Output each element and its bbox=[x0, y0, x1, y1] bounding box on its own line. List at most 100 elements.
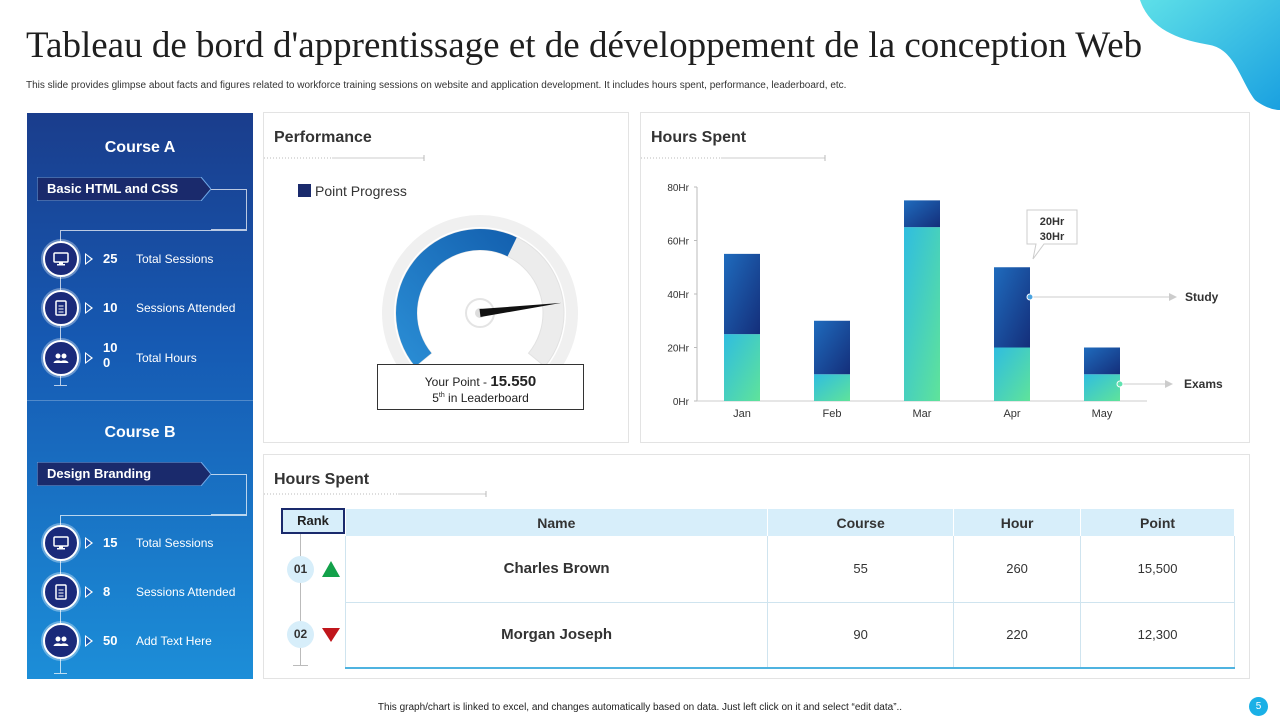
cell-hour: 260 bbox=[953, 536, 1082, 603]
course-panel: Course A Basic HTML and CSS 25 Total Ses… bbox=[27, 113, 253, 679]
y-tick-label: 80Hr bbox=[667, 183, 689, 194]
page-number: 5 bbox=[1249, 697, 1268, 716]
page-subtitle: This slide provides glimpse about facts … bbox=[26, 80, 847, 91]
x-tick-label: May bbox=[1092, 408, 1113, 420]
performance-gauge bbox=[382, 215, 578, 368]
leaderboard-table: Name Course Hour Point Charles Brown 55 … bbox=[344, 509, 1235, 669]
y-tick-label: 60Hr bbox=[667, 237, 689, 248]
exams-pointer-dot bbox=[1116, 380, 1124, 388]
column-header-course: Course bbox=[767, 509, 955, 536]
course-divider bbox=[27, 400, 253, 401]
stat-value: 10 bbox=[103, 300, 118, 315]
stat-value: 25 bbox=[103, 251, 118, 266]
timeline-end bbox=[54, 385, 67, 386]
table-row: Charles Brown 55 260 15,500 bbox=[344, 536, 1235, 603]
play-arrow-icon bbox=[85, 352, 93, 364]
gauge-progress-fill bbox=[395, 228, 517, 367]
your-point-value: 15.550 bbox=[490, 373, 537, 390]
legend-label: Point Progress bbox=[315, 183, 407, 199]
callout-box bbox=[1026, 209, 1078, 260]
bar-study-feb bbox=[814, 320, 850, 375]
cell-hour: 220 bbox=[953, 602, 1082, 669]
course-a-connector bbox=[211, 189, 247, 230]
hours-chart-card: Hours Spent 0Hr 20Hr 40Hr 60Hr 80Hr Jan Feb Ma… bbox=[640, 112, 1250, 443]
exams-pointer-arrow bbox=[1165, 380, 1173, 388]
callout-line-1: 20Hr bbox=[1040, 216, 1065, 228]
course-a-ribbon bbox=[37, 177, 211, 201]
score-box: Your Point - 15.550 5th in Leaderboard bbox=[377, 364, 584, 410]
your-point-label: Your Point - bbox=[424, 375, 491, 389]
bar-study-mar bbox=[904, 200, 940, 228]
gauge-outer-ring bbox=[382, 215, 578, 368]
y-tick-label: 0Hr bbox=[673, 397, 690, 408]
y-tick-label: 20Hr bbox=[667, 344, 689, 355]
hours-bar-chart: 0Hr 20Hr 40Hr 60Hr 80Hr Jan Feb Mar Apr May 20Hr… bbox=[667, 183, 1223, 420]
stat-label: Sessions Attended bbox=[136, 301, 236, 315]
stat-label: Sessions Attended bbox=[136, 585, 236, 599]
rank-text: in Leaderboard bbox=[444, 391, 529, 405]
course-a-section: Course A Basic HTML and CSS 25 Total Ses… bbox=[27, 113, 253, 400]
stat-label: Total Sessions bbox=[136, 252, 214, 266]
title-underline bbox=[264, 491, 487, 497]
decorative-blob bbox=[1140, 0, 1280, 110]
table-row: Morgan Joseph 90 220 12,300 bbox=[344, 602, 1235, 669]
rank-header: Rank bbox=[281, 508, 345, 534]
course-b-connector bbox=[211, 474, 247, 515]
users-icon bbox=[43, 340, 79, 376]
stat-label: Add Text Here bbox=[136, 634, 212, 648]
bar-exams-jan bbox=[724, 334, 760, 401]
trend-down-icon bbox=[322, 628, 340, 642]
x-tick-label: Mar bbox=[913, 408, 932, 420]
title-underline bbox=[264, 155, 425, 161]
legend-swatch bbox=[298, 184, 311, 197]
rank-badge-1: 01 bbox=[287, 556, 314, 583]
leaderboard-card: Hours Spent Rank 01 02 Name Course Hour … bbox=[263, 454, 1250, 679]
bar-exams-feb bbox=[814, 374, 850, 401]
stat-label: Total Hours bbox=[136, 351, 197, 365]
course-b-ribbon-label: Design Branding bbox=[47, 466, 152, 481]
title-underline bbox=[641, 155, 826, 161]
play-arrow-icon bbox=[85, 635, 93, 647]
legend-study: Study bbox=[1185, 290, 1219, 304]
course-a-stat-attended: 10 Sessions Attended bbox=[43, 290, 253, 326]
stat-value: 15 bbox=[103, 535, 118, 550]
study-pointer-arrow bbox=[1169, 293, 1177, 301]
play-arrow-icon bbox=[85, 253, 93, 265]
cell-point: 15,500 bbox=[1080, 536, 1235, 603]
study-pointer-dot bbox=[1026, 293, 1034, 301]
course-b-stat-sessions: 15 Total Sessions bbox=[43, 525, 253, 561]
leaderboard-title: Hours Spent bbox=[274, 471, 370, 488]
stat-value: 8 bbox=[103, 584, 111, 599]
rank-suffix: th bbox=[438, 392, 445, 399]
callout-line-2: 30Hr bbox=[1040, 231, 1065, 243]
rank-timeline bbox=[300, 534, 301, 665]
course-b-ribbon bbox=[37, 462, 211, 486]
play-arrow-icon bbox=[85, 537, 93, 549]
footer-note: This graph/chart is linked to excel, and… bbox=[377, 702, 903, 713]
x-tick-label: Feb bbox=[823, 408, 842, 420]
monitor-icon bbox=[43, 241, 79, 277]
rank-number: 5 bbox=[432, 391, 439, 405]
bar-study-apr bbox=[994, 267, 1030, 348]
clipboard-icon bbox=[43, 574, 79, 610]
page-title: Tableau de bord d'apprentissage et de dé… bbox=[26, 25, 1143, 66]
column-header-point: Point bbox=[1080, 509, 1235, 536]
course-a-ribbon-label: Basic HTML and CSS bbox=[47, 181, 179, 196]
clipboard-icon bbox=[43, 290, 79, 326]
course-b-section: Course B Design Branding 15 Total Sessio… bbox=[27, 400, 253, 679]
column-header-name: Name bbox=[345, 509, 769, 536]
legend-exams: Exams bbox=[1184, 377, 1223, 391]
hours-chart-title: Hours Spent bbox=[651, 129, 747, 146]
cell-point: 12,300 bbox=[1080, 602, 1235, 669]
course-a-title: Course A bbox=[104, 139, 176, 156]
course-b-stat-text: 50 Add Text Here bbox=[43, 623, 253, 659]
performance-card: Performance Point Progress Your Point - … bbox=[263, 112, 629, 443]
course-b-title: Course B bbox=[104, 424, 176, 441]
course-a-stat-sessions: 25 Total Sessions bbox=[43, 241, 253, 277]
bar-exams-may bbox=[1084, 374, 1120, 401]
rank-badge-2: 02 bbox=[287, 621, 314, 648]
cell-name: Morgan Joseph bbox=[344, 602, 769, 669]
y-tick-label: 40Hr bbox=[667, 290, 689, 301]
cell-course: 55 bbox=[767, 536, 955, 603]
stat-value: 50 bbox=[103, 633, 118, 648]
